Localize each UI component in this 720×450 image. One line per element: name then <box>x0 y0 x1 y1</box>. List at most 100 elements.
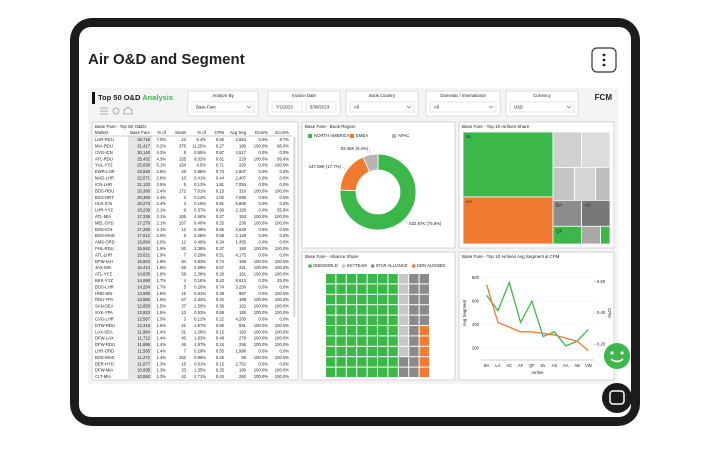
table-cell: 17,260 <box>137 227 150 232</box>
waffle-cell <box>388 294 398 305</box>
waffle-cell <box>336 284 346 294</box>
home[interactable] <box>123 106 133 115</box>
dropdown[interactable] <box>509 101 575 113</box>
table-cell: 18,239 <box>137 208 150 213</box>
table-cell: 14,835 <box>137 272 150 277</box>
eye <box>610 351 614 355</box>
dropdown[interactable] <box>429 101 497 113</box>
table-cell: AMS-ORD <box>95 240 115 245</box>
waffle-cell <box>388 274 398 284</box>
table-cell: 0.0% <box>279 182 289 187</box>
table-cell: 65 <box>241 355 246 360</box>
table-cell: 11.25% <box>192 144 206 149</box>
waffle-cell <box>388 357 398 367</box>
filter-label: Analyze By <box>212 93 234 98</box>
table-cell: 897 <box>239 291 247 296</box>
table-cell: 17,279 <box>137 220 150 225</box>
table-cell: 20,273 <box>137 201 150 206</box>
table-cell: 100.0% <box>275 342 289 347</box>
table-cell: BOS-MAN <box>95 233 115 238</box>
table-cell: 0.0% <box>279 348 289 353</box>
table-cell: 5,806 <box>236 201 247 206</box>
hamburger[interactable] <box>100 107 108 115</box>
table-cell: 0.27 <box>216 214 225 219</box>
table-cell: 152 <box>179 355 187 360</box>
table-cell: 0.0% <box>279 169 289 174</box>
waffle-cell <box>346 367 357 377</box>
dot <box>602 63 606 67</box>
table-cell: 0.0% <box>258 137 268 142</box>
table-cell: 7,696 <box>236 195 247 200</box>
waffle-cell <box>357 305 367 315</box>
table-cell: DTW-RDU <box>95 323 115 328</box>
column-header: Avg Seg <box>230 130 247 135</box>
table-cell: 0.12% <box>194 195 206 200</box>
scrollbar[interactable] <box>293 137 296 317</box>
waffle-cell <box>419 284 429 294</box>
waffle-cell <box>336 336 346 346</box>
table-cell: 0.49% <box>194 227 206 232</box>
table-cell: 12 <box>181 227 186 232</box>
table-cell: 1.9% <box>156 252 166 257</box>
table-cell: 0.67 <box>216 150 225 155</box>
logo: FCM <box>595 93 613 102</box>
table-cell: 100.0% <box>254 246 268 251</box>
chart-title: Base Fare - Book Region <box>305 124 356 129</box>
menu-button[interactable] <box>591 47 617 73</box>
table-cell: 8,613 <box>236 278 247 283</box>
assistant-button[interactable] <box>604 343 630 369</box>
table-cell: 0.25% <box>194 233 206 238</box>
table-cell: 15 <box>181 361 186 366</box>
table-cell: 20,380 <box>137 188 150 193</box>
waffle-cell <box>346 284 357 294</box>
table-cell: 100.0% <box>254 374 268 379</box>
table-cell: CVG-ICN <box>95 150 113 155</box>
table-cell: 15,414 <box>137 265 150 270</box>
table-cell: 229 <box>239 156 247 161</box>
dropdown[interactable] <box>191 101 255 113</box>
treemap-cell <box>581 199 611 227</box>
table-cell: 15 <box>181 291 186 296</box>
table-cell: 0.0% <box>258 348 268 353</box>
table-cell: 100.0% <box>254 329 268 334</box>
treemap-cell <box>595 166 611 201</box>
table-cell: 1.6% <box>156 291 166 296</box>
column-highlight <box>128 136 152 379</box>
chat-button[interactable] <box>602 383 632 413</box>
table-cell: DFW-RDU <box>95 342 115 347</box>
date-input[interactable] <box>271 101 303 113</box>
treemap-cell <box>462 196 554 245</box>
table-cell: 0.0% <box>279 252 289 257</box>
chat-icon <box>609 390 625 405</box>
waffle-cell <box>419 357 429 367</box>
dropdown[interactable] <box>349 101 415 113</box>
chat-widget[interactable] <box>602 343 632 413</box>
waffle-cell <box>388 346 398 357</box>
table-cell: 100.0% <box>254 310 268 315</box>
table-cell: 0.44 <box>216 176 225 181</box>
table-cell: 1.4% <box>156 355 166 360</box>
table-cell: 1.4% <box>156 329 166 334</box>
table-cell: ATL-YYZ <box>95 272 112 277</box>
table-cell: 0.25 <box>216 355 225 360</box>
treemap-cell <box>462 131 554 198</box>
table-cell: 0.61 <box>216 156 225 161</box>
table-cell: 1.4% <box>156 336 166 341</box>
help[interactable] <box>112 107 120 115</box>
table-cell: 6.40% <box>194 220 206 225</box>
waffle-cell <box>388 284 398 294</box>
treemap-cell <box>552 166 575 201</box>
table-cell: 1.7% <box>156 278 166 283</box>
date-input[interactable] <box>305 101 337 113</box>
waffle-cell <box>378 315 388 325</box>
waffle-cell <box>336 274 346 284</box>
waffle-cell <box>419 274 429 284</box>
panel <box>91 121 299 381</box>
table-cell: 2.69% <box>194 265 206 270</box>
data-label: 53.46K (6.4%) <box>341 146 369 151</box>
line-series <box>486 280 589 347</box>
table-cell: 15,603 <box>137 259 150 264</box>
table-cell: 12 <box>181 240 186 245</box>
waffle-cell <box>326 315 336 325</box>
table-cell: 0.96% <box>194 355 206 360</box>
